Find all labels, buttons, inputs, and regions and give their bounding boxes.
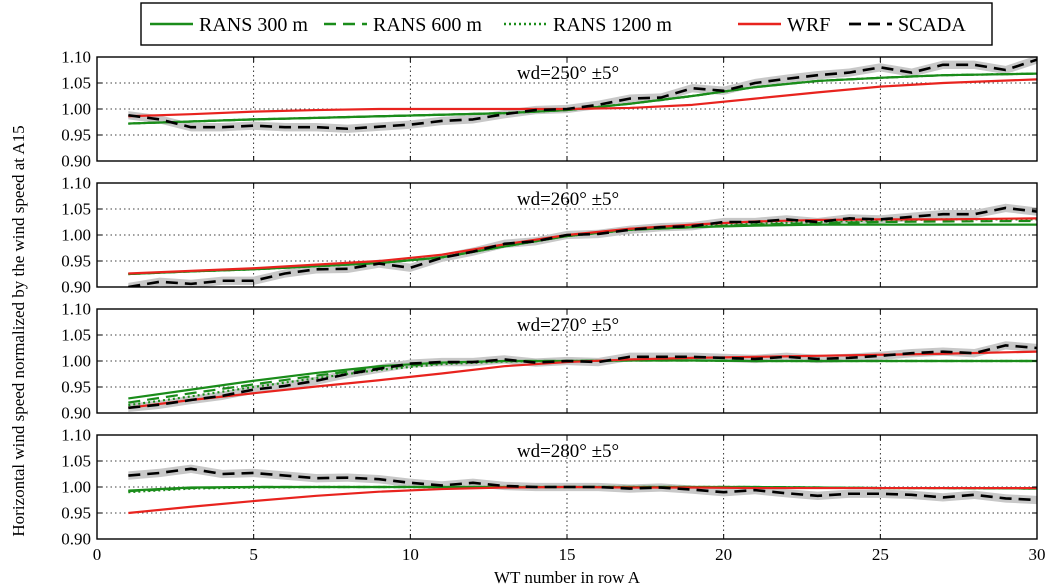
y-axis-label: Horizontal wind speed normalized by the … xyxy=(9,125,28,536)
series-line-rans-1200-m xyxy=(128,218,1037,276)
y-tick-label: 1.05 xyxy=(61,200,91,219)
y-tick-label: 1.10 xyxy=(61,426,91,445)
y-tick-label: 1.05 xyxy=(61,452,91,471)
y-tick-label: 0.90 xyxy=(61,404,91,423)
y-tick-label: 1.10 xyxy=(61,300,91,319)
series-line-scada xyxy=(128,58,1037,131)
y-tick-label: 0.95 xyxy=(61,252,91,271)
series-line-wrf xyxy=(128,217,1037,275)
panel-1: 0.90 0.95 1.00 1.05 1.10 wd=250° ±5° xyxy=(61,48,1038,171)
y-tick-label: 0.95 xyxy=(61,126,91,145)
y-tick-label: 0.90 xyxy=(61,152,91,171)
legend-label: RANS 600 m xyxy=(373,14,482,36)
y-tick-label: 0.90 xyxy=(61,530,91,549)
x-axis-label: WT number in row A xyxy=(494,568,641,587)
x-tick-label: 5 xyxy=(249,545,258,564)
series-line-rans-600-m xyxy=(128,219,1037,276)
x-tick-label: 15 xyxy=(559,545,576,564)
y-tick-label: 0.90 xyxy=(61,278,91,297)
legend-label: SCADA xyxy=(898,14,966,36)
y-tick-label: 1.00 xyxy=(61,226,91,245)
legend: RANS 300 m RANS 600 m RANS 1200 m WRF SCADA xyxy=(140,2,993,46)
series-line-scada xyxy=(128,206,1037,287)
y-tick-label: 1.00 xyxy=(61,100,91,119)
panel-title: wd=250° ±5° xyxy=(517,63,619,84)
plot-area xyxy=(128,464,1037,515)
y-tick-label: 0.95 xyxy=(61,378,91,397)
scada-band xyxy=(128,464,1037,505)
legend-label: RANS 1200 m xyxy=(553,14,672,36)
y-tick-label: 1.05 xyxy=(61,74,91,93)
scada-band xyxy=(128,341,1037,412)
x-tick-label: 10 xyxy=(402,545,419,564)
plot-area xyxy=(128,341,1037,412)
legend-label: WRF xyxy=(787,14,830,36)
x-tick-label: 25 xyxy=(872,545,889,564)
panel-title: wd=280° ±5° xyxy=(517,441,619,462)
x-tick-label: 20 xyxy=(715,545,732,564)
panel-3: 0.90 0.95 1.00 1.05 1.10 wd=270° ±5° xyxy=(61,300,1038,423)
y-tick-label: 1.00 xyxy=(61,352,91,371)
legend-label: RANS 300 m xyxy=(199,14,308,36)
x-tick-label: 0 xyxy=(93,545,102,564)
plot-area xyxy=(128,57,1037,133)
y-tick-label: 1.10 xyxy=(61,174,91,193)
x-tick-label: 30 xyxy=(1029,545,1046,564)
plot-area xyxy=(128,203,1037,287)
y-tick-label: 1.05 xyxy=(61,326,91,345)
y-tick-label: 0.95 xyxy=(61,504,91,523)
panel-4: 0.90 0.95 1.00 1.05 1.10 wd=280° ±5° xyxy=(61,426,1038,549)
panel-title: wd=270° ±5° xyxy=(517,315,619,336)
y-tick-label: 1.00 xyxy=(61,478,91,497)
panel-2: 0.90 0.95 1.00 1.05 1.10 wd=260° ±5° xyxy=(61,174,1038,297)
series-line-scada xyxy=(128,467,1037,502)
panel-title: wd=260° ±5° xyxy=(517,189,619,210)
y-tick-label: 1.10 xyxy=(61,48,91,67)
series-line-scada xyxy=(128,344,1037,410)
series-line-rans-600-m xyxy=(128,359,1037,404)
